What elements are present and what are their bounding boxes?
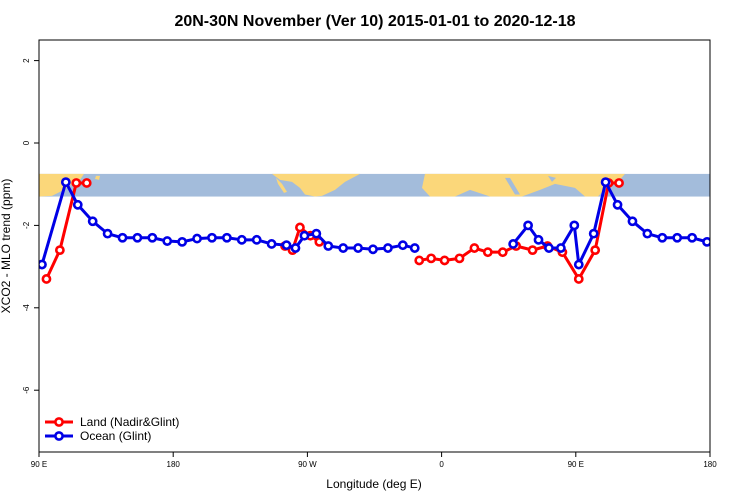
series-1-point-23 [368, 244, 378, 255]
series-0-point-21 [590, 245, 601, 256]
legend: Land (Nadir&Glint)Ocean (Glint) [45, 415, 179, 443]
x-tick-label-5: 180 [703, 460, 717, 469]
x-tick-label-1: 180 [167, 460, 181, 469]
legend-label-1: Ocean (Glint) [80, 429, 151, 443]
series-0-point-12 [454, 253, 465, 264]
legend-label-0: Land (Nadir&Glint) [80, 415, 179, 429]
series-1-point-36 [612, 199, 623, 210]
series-0-point-15 [497, 247, 508, 258]
series-1-point-41 [687, 232, 698, 243]
map-land-3 [276, 177, 287, 193]
series-0-point-23 [614, 178, 624, 188]
series-0-point-1 [54, 245, 65, 256]
series-1-point-20 [323, 241, 334, 251]
series-1-point-4 [102, 228, 113, 239]
series-1-point-39 [657, 232, 668, 243]
series-1-point-35 [600, 177, 611, 188]
y-tick-label-3: -4 [22, 304, 31, 312]
legend-marker-1 [54, 431, 64, 441]
series-1-point-9 [177, 236, 188, 247]
series-1-point-27 [508, 239, 519, 249]
series-1-point-29 [533, 234, 544, 245]
series-0-point-13 [469, 243, 480, 253]
series-1-point-5 [117, 232, 128, 243]
x-axis-label: Longitude (deg E) [326, 477, 421, 491]
series-0-point-14 [482, 247, 493, 258]
map-water-0 [505, 177, 520, 195]
series-1-point-22 [353, 243, 363, 253]
series-1-point-19 [311, 228, 322, 239]
y-tick-label-0: 2 [22, 58, 31, 63]
series-1-point-10 [192, 233, 202, 244]
series-1-point-7 [147, 232, 158, 243]
series-1-point-38 [642, 228, 653, 239]
series-1-point-14 [251, 234, 262, 245]
series-1-point-18 [299, 230, 310, 241]
series-1 [39, 177, 710, 270]
series-1-point-21 [338, 243, 349, 253]
series-0-point-10 [426, 253, 437, 264]
series-0-point-9 [414, 255, 425, 266]
series-0-point-0 [41, 274, 52, 284]
series-1-line-1 [512, 180, 708, 267]
series-1-point-2 [72, 199, 83, 210]
y-axis-label: XCO2 - MLO trend (ppm) [0, 179, 13, 314]
y-axis: 2 0 -2 -4 -6 [22, 58, 39, 394]
series-1-point-16 [281, 240, 292, 251]
map-land-2 [272, 173, 360, 197]
map-water-1 [548, 175, 556, 182]
y-tick-label-4: -6 [22, 386, 31, 394]
series-1-point-3 [87, 216, 98, 227]
legend-marker-0 [54, 417, 64, 427]
series-1-point-24 [383, 243, 393, 253]
map-land-1 [95, 175, 100, 180]
series-1-point-17 [290, 243, 301, 253]
series-0-line-2 [418, 181, 620, 281]
series-1-point-12 [221, 232, 232, 243]
series-1-point-0 [39, 259, 47, 270]
x-axis: 90 E 180 90 W 0 90 E 180 [31, 452, 717, 469]
series-0-point-20 [573, 274, 584, 284]
series-1-point-32 [569, 220, 580, 231]
series-0-point-2 [71, 178, 82, 188]
y-tick-label-2: -2 [22, 221, 31, 229]
series-1-point-25 [397, 240, 408, 251]
plot-frame [38, 39, 711, 453]
series-1-point-26 [409, 243, 420, 253]
series-0-point-11 [439, 255, 450, 266]
series-1-point-1 [60, 177, 71, 188]
series-1-point-11 [207, 232, 217, 243]
series-0-point-3 [81, 178, 92, 188]
series-1-point-33 [573, 259, 584, 270]
series-layer [39, 177, 710, 284]
series-1-point-28 [523, 220, 533, 231]
series-0-point-17 [527, 245, 538, 256]
series-1-point-34 [588, 228, 599, 239]
series-0-line-0 [45, 181, 87, 280]
chart-title: 20N-30N November (Ver 10) 2015-01-01 to … [174, 13, 575, 30]
x-tick-label-4: 90 E [568, 460, 584, 469]
map-land-4 [422, 173, 625, 197]
series-1-point-31 [555, 243, 566, 253]
x-tick-label-0: 90 E [31, 460, 47, 469]
series-1-point-6 [132, 232, 143, 243]
y-tick-label-1: 0 [22, 140, 31, 145]
series-1-point-8 [162, 236, 173, 246]
x-tick-label-2: 90 W [298, 460, 317, 469]
series-1-point-13 [236, 234, 247, 245]
series-1-point-42 [702, 236, 710, 247]
series-1-point-40 [672, 232, 683, 243]
series-1-point-30 [544, 243, 554, 253]
series-1-point-37 [627, 216, 638, 227]
world-map-band [39, 173, 710, 197]
series-1-point-15 [266, 239, 277, 249]
x-tick-label-3: 0 [439, 460, 444, 469]
series-0-point-6 [295, 222, 305, 233]
